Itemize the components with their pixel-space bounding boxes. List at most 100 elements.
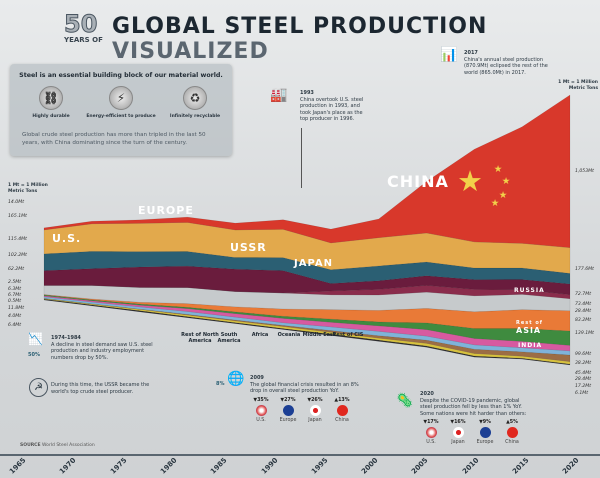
left-value-label: 165.1Mt [8,214,27,219]
annotation-year: 2009 [250,375,264,381]
title-accent: VISUALIZED [112,39,269,64]
left-value-label: 6.7Mt [8,293,22,298]
leader-line [301,128,302,188]
feature-recyclable: ♻ Infinitely recyclable [160,86,230,119]
change-pct: ▲5% [506,420,518,425]
feature-energy: ⚡ Energy-efficient to produce [86,86,156,119]
region-middle-east: Middle East [302,332,336,338]
annotation-1993: 1993 China overtook U.S. steel production… [300,90,372,123]
declining-bars-icon: 📉 [28,332,43,346]
annotation-text: China overtook U.S. steel production in … [300,96,364,123]
flag-icon [425,427,437,438]
right-value-label: 72.7Mt [575,292,591,297]
label-japan: JAPAN [294,258,333,269]
feature-label: Highly durable [32,114,70,119]
annotation-text: A decline in steel demand saw U.S. steel… [51,341,153,361]
label-rest-of-asia: ASIA [516,326,542,335]
flag-icon [255,405,267,416]
country-change: ▼17% U.S. [416,420,446,445]
fifty-number: 50 [64,10,98,39]
country-name: Japan [451,440,465,445]
left-value-label: 6.3Mt [8,287,22,292]
country-change: ▲5% China [497,420,527,445]
change-pct: ▼9% [479,420,491,425]
country-name: Europe [476,440,494,445]
country-change: ▼16% Japan [443,420,473,445]
flag-icon [309,405,321,416]
right-value-label: 177.6Mt [575,267,594,272]
right-value-label: 28.4Mt [575,309,591,314]
change-pct: ▼35% [253,398,269,403]
x-axis-line [0,454,600,456]
label-rest-of-asia-small: Rest of [516,320,543,326]
annotation-text: Despite the COVID-19 pandemic, global st… [420,397,527,417]
right-value-label: 83.2Mt [575,318,591,323]
intro-body: Global crude steel production has more t… [22,132,206,146]
change-pct: ▼27% [280,398,296,403]
annotation-text: The global financial crisis resulted in … [250,381,359,395]
left-value-label: 14.0Mt [8,200,24,205]
left-value-label: 2.5Mt [8,280,22,285]
right-value-label: 45.4Mt [575,371,591,376]
flag-star-icon: ★ [499,190,508,201]
pct-50: 50% [28,352,40,358]
left-value-label: 62.2Mt [8,267,24,272]
series-china [43,94,571,248]
annotation-text: China's annual steel production (870.9Mt… [464,56,548,76]
flag-star-icon: ★ [457,164,483,198]
right-value-label: 28.4Mt [575,377,591,382]
flag-star-icon: ★ [491,198,500,209]
annotation-2020: 2020 Despite the COVID-19 pandemic, globa… [420,391,530,417]
feature-label: Energy-efficient to produce [86,114,156,119]
country-change: ▼9% Europe [470,420,500,445]
hammer-sickle-icon: ☭ [29,378,48,397]
source-note: SOURCE World Steel Association [20,443,95,448]
annotation-year: 1993 [300,90,314,96]
left-value-label: 102.2Mt [8,253,27,258]
country-change: ▲13% China [327,398,357,423]
region-africa: Africa [251,332,269,338]
annotation-ussr: During this time, the USSR became the wo… [51,382,150,395]
change-pct: ▼26% [307,398,323,403]
feature-durable: ⛓ Highly durable [16,86,86,119]
left-value-label: 11.8Mt [8,306,24,311]
region-oceania: Oceania [277,332,301,338]
pct-8: 8% [216,381,225,387]
lightning-icon: ⚡ [109,86,133,110]
years-of-label: YEARS OF [64,36,103,44]
unit-note-left: 1 Mt = 1 Million Metric Tons [8,183,48,194]
feature-label: Infinitely recyclable [169,114,221,119]
page-title: GLOBAL STEEL PRODUCTION VISUALIZED [112,14,600,64]
source-value: World Steel Association [42,443,95,448]
intro-heading: Steel is an essential building block of … [19,72,223,79]
flag-icon [282,405,294,416]
country-name: China [505,440,519,445]
annotation-2017: 2017 China's annual steel production (870… [464,50,554,76]
label-russia: RUSSIA [514,287,545,294]
country-change: ▼27% Europe [273,398,303,423]
intro-panel: Steel is an essential building block of … [10,64,232,156]
country-change: ▼35% U.S. [246,398,276,423]
country-name: China [335,418,349,423]
left-value-label: 6.4Mt [8,323,22,328]
right-value-label: 139.1Mt [575,331,594,336]
flag-icon [452,427,464,438]
right-value-label: 1,053Mt [575,169,594,174]
change-pct: ▲13% [334,398,350,403]
flag-icon [506,427,518,438]
label-ussr: USSR [230,241,267,254]
right-value-label: 99.6Mt [575,352,591,357]
right-value-label: 73.4Mt [575,302,591,307]
source-label: SOURCE [20,443,41,448]
annotation-year: 2020 [420,391,434,397]
left-value-label: 4.0Mt [8,314,22,319]
flag-star-icon: ★ [502,176,511,187]
label-china: CHINA [387,172,449,191]
change-pct: ▼17% [423,420,439,425]
flag-star-icon: ★ [494,164,503,175]
country-name: Japan [308,418,322,423]
region-rest-of-cis: Rest of CIS [332,332,364,338]
right-value-label: 17.2Mt [575,384,591,389]
country-change: ▼26% Japan [300,398,330,423]
